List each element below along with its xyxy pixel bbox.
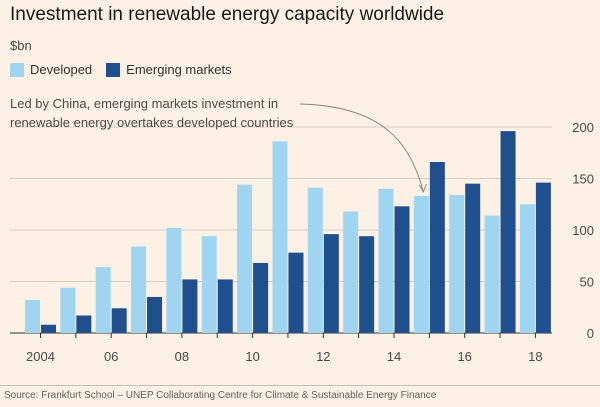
bar-emerging (394, 206, 410, 333)
x-tick-label: 2004 (26, 349, 55, 364)
y-tick-label: 100 (572, 223, 594, 238)
bar-chart: 0 50 100 150 200 2004 06 08 10 12 14 16 18 Led by Chi… (10, 96, 594, 364)
bar-developed (378, 188, 394, 333)
bar-developed (201, 236, 217, 333)
legend-item-developed: Developed (10, 62, 92, 77)
bar-emerging (359, 236, 375, 333)
x-tick-label: 16 (457, 349, 471, 364)
footer-rule (0, 385, 600, 386)
legend: Developed Emerging markets (10, 62, 246, 77)
bar-emerging (429, 162, 445, 333)
annotation-arrowhead (418, 183, 427, 194)
y-tick-label: 200 (572, 120, 594, 135)
bar-developed (166, 227, 182, 333)
x-tick-label: 18 (528, 349, 542, 364)
legend-label-developed: Developed (30, 62, 93, 77)
chart-title: Investment in renewable energy capacity … (10, 4, 445, 25)
source-note: Source: Frankfurt School – UNEP Collabor… (4, 390, 437, 401)
annotation-text: renewable energy overtakes developed cou… (10, 115, 294, 130)
annotation-text: Led by China, emerging markets investmen… (10, 96, 278, 111)
bar-emerging (182, 279, 198, 333)
bar-developed (343, 211, 359, 333)
bar-emerging (465, 183, 481, 333)
bar-developed (307, 187, 323, 333)
x-tick-label: 06 (104, 349, 118, 364)
x-tick-label: 10 (245, 349, 259, 364)
x-tick-label: 08 (175, 349, 189, 364)
y-tick-label: 50 (580, 275, 594, 290)
bar-developed (272, 141, 288, 333)
bar-emerging (147, 296, 163, 333)
bar-developed (95, 267, 111, 333)
unit-label: $bn (10, 38, 32, 53)
bar-emerging (535, 182, 551, 333)
bar-developed (237, 184, 253, 333)
bar-emerging (217, 279, 233, 333)
bar-developed (60, 287, 76, 333)
legend-label-emerging: Emerging markets (126, 62, 232, 77)
bar-developed (449, 194, 465, 333)
bar-emerging (41, 324, 56, 333)
bar-emerging (111, 308, 127, 333)
bar-emerging (76, 315, 92, 333)
bar-developed (131, 246, 147, 333)
legend-swatch-developed (10, 62, 24, 77)
x-tick-label: 12 (316, 349, 330, 364)
bar-developed (484, 215, 500, 333)
y-tick-label: 150 (572, 172, 594, 187)
bar-developed (25, 300, 40, 333)
bar-developed (413, 196, 429, 333)
bar-emerging (500, 131, 516, 333)
x-tick-label: 14 (387, 349, 401, 364)
y-tick-label: 0 (587, 326, 594, 341)
bar-emerging (288, 252, 304, 333)
bar-developed (519, 204, 535, 333)
legend-item-emerging: Emerging markets (106, 62, 232, 77)
legend-swatch-emerging (106, 62, 121, 77)
bar-emerging (323, 234, 339, 333)
annotation-arrow (299, 103, 424, 193)
bar-emerging (253, 262, 269, 333)
